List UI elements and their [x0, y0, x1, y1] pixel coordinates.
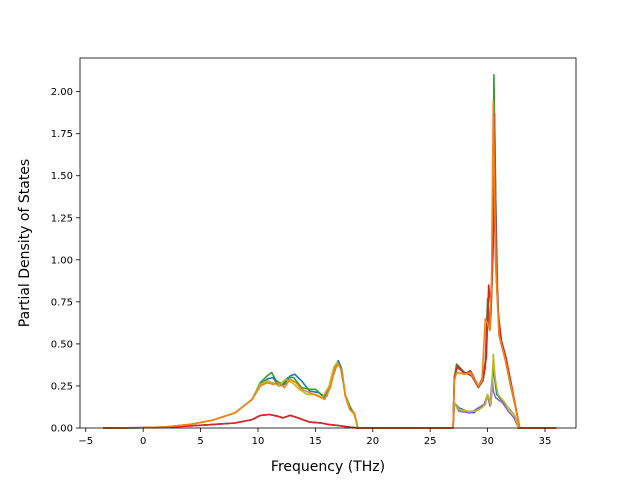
x-tick-label: 25 [424, 436, 437, 447]
y-tick-label: 1.50 [51, 171, 73, 182]
x-tick-label: 15 [309, 436, 322, 447]
x-tick-label: −5 [78, 436, 93, 447]
y-tick-label: 0.25 [51, 381, 73, 392]
x-axis-label: Frequency (THz) [271, 459, 385, 475]
y-tick-label: 2.00 [51, 87, 73, 98]
x-tick-label: 35 [539, 436, 552, 447]
series-line-7 [102, 99, 557, 429]
x-tick-label: 30 [481, 436, 494, 447]
x-tick-label: 0 [140, 436, 146, 447]
y-tick-label: 0.00 [51, 424, 73, 435]
y-tick-label: 0.75 [51, 297, 73, 308]
y-axis-ticks: 0.00 0.25 0.50 0.75 1.00 1.25 1.50 1.75 2.00 [51, 87, 80, 435]
y-tick-label: 0.50 [51, 339, 73, 350]
x-tick-label: 5 [197, 436, 203, 447]
y-axis-label: Partial Density of States [17, 159, 33, 327]
plot-frame [79, 57, 577, 429]
x-tick-label: 10 [252, 436, 265, 447]
y-tick-label: 1.75 [51, 129, 73, 140]
y-tick-label: 1.25 [51, 213, 73, 224]
x-tick-label: 20 [366, 436, 379, 447]
x-axis-ticks: −5 0 5 10 15 20 25 30 35 [78, 428, 551, 447]
series-line-2 [102, 74, 557, 429]
y-tick-label: 1.00 [51, 255, 73, 266]
